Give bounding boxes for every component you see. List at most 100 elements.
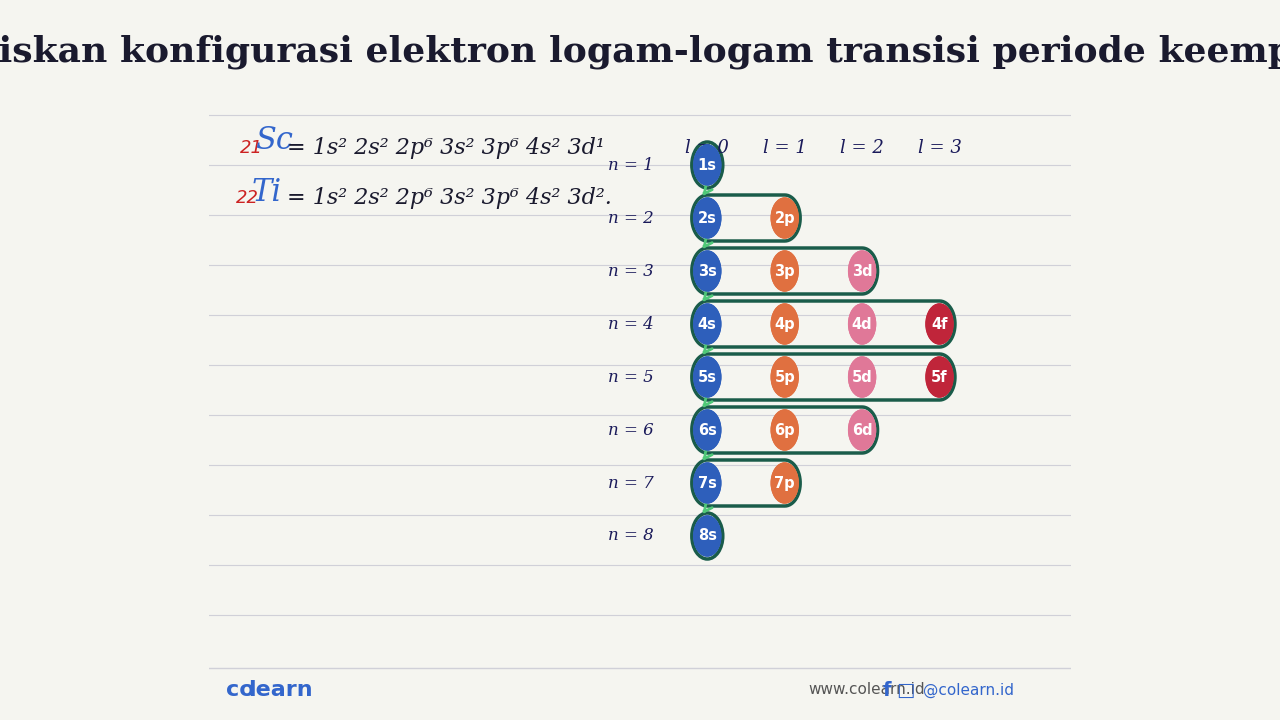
Circle shape <box>694 410 721 450</box>
Circle shape <box>694 463 721 503</box>
Circle shape <box>849 410 876 450</box>
Circle shape <box>694 516 721 556</box>
Text: 5f: 5f <box>931 369 947 384</box>
Circle shape <box>925 304 954 344</box>
Text: 2s: 2s <box>698 210 717 225</box>
Circle shape <box>772 463 799 503</box>
Text: 7p: 7p <box>774 475 795 490</box>
Circle shape <box>772 463 799 503</box>
Circle shape <box>849 410 876 450</box>
Circle shape <box>772 251 799 291</box>
Circle shape <box>925 357 954 397</box>
Circle shape <box>694 145 721 185</box>
Text: l = 3: l = 3 <box>918 139 961 157</box>
Text: 22: 22 <box>237 189 259 207</box>
Text: l = 0: l = 0 <box>685 139 730 157</box>
Text: 4s: 4s <box>698 317 717 331</box>
Text: 4f: 4f <box>931 317 948 331</box>
Text: 2s: 2s <box>698 210 717 225</box>
Circle shape <box>694 251 721 291</box>
Text: 4p: 4p <box>774 317 795 331</box>
Text: 5f: 5f <box>931 369 948 384</box>
Text: Sc: Sc <box>255 125 293 156</box>
Text: l = 2: l = 2 <box>840 139 884 157</box>
Text: Ti: Ti <box>252 176 282 207</box>
Circle shape <box>849 357 876 397</box>
Text: n = 7: n = 7 <box>608 474 654 492</box>
Circle shape <box>772 357 799 397</box>
Circle shape <box>694 251 721 291</box>
Text: 3d: 3d <box>851 264 873 279</box>
Text: 5s: 5s <box>698 369 717 384</box>
Text: n = 6: n = 6 <box>608 421 654 438</box>
Circle shape <box>772 410 799 450</box>
Text: 5d: 5d <box>851 369 873 384</box>
Text: 4p: 4p <box>774 317 795 331</box>
Circle shape <box>849 251 876 291</box>
Circle shape <box>849 304 876 344</box>
Text: @colearn.id: @colearn.id <box>923 683 1014 698</box>
Circle shape <box>772 251 799 291</box>
Text: □: □ <box>896 680 914 700</box>
Circle shape <box>925 304 954 344</box>
Text: 7s: 7s <box>698 475 717 490</box>
Text: 5p: 5p <box>774 369 795 384</box>
Text: learn: learn <box>248 680 312 700</box>
Text: 3d: 3d <box>851 264 873 279</box>
Text: 6d: 6d <box>851 423 873 438</box>
Circle shape <box>772 304 799 344</box>
Circle shape <box>849 357 876 397</box>
Text: n = 8: n = 8 <box>608 528 654 544</box>
Text: 5p: 5p <box>774 369 795 384</box>
Text: = 1s² 2s² 2p⁶ 3s² 3p⁶ 4s² 3d¹: = 1s² 2s² 2p⁶ 3s² 3p⁶ 4s² 3d¹ <box>287 137 604 159</box>
Circle shape <box>694 304 721 344</box>
Text: 5d: 5d <box>851 369 873 384</box>
Text: l = 1: l = 1 <box>763 139 806 157</box>
Text: www.colearn.id: www.colearn.id <box>808 683 925 698</box>
Text: 6p: 6p <box>774 423 795 438</box>
Circle shape <box>694 516 721 556</box>
Text: 4d: 4d <box>851 317 873 331</box>
Text: 3p: 3p <box>774 264 795 279</box>
Text: 6s: 6s <box>698 423 717 438</box>
Circle shape <box>772 410 799 450</box>
Text: n = 4: n = 4 <box>608 315 654 333</box>
Circle shape <box>925 357 954 397</box>
Circle shape <box>694 198 721 238</box>
Text: 4f: 4f <box>932 317 947 331</box>
Circle shape <box>849 251 876 291</box>
Text: co: co <box>227 680 255 700</box>
Circle shape <box>694 463 721 503</box>
Text: 2p: 2p <box>774 210 795 225</box>
Circle shape <box>694 145 721 185</box>
Circle shape <box>694 304 721 344</box>
Text: 6p: 6p <box>774 423 795 438</box>
Text: 8s: 8s <box>698 528 717 544</box>
Circle shape <box>694 410 721 450</box>
Text: 6d: 6d <box>851 423 873 438</box>
Text: 3s: 3s <box>698 264 717 279</box>
Text: = 1s² 2s² 2p⁶ 3s² 3p⁶ 4s² 3d².: = 1s² 2s² 2p⁶ 3s² 3p⁶ 4s² 3d². <box>287 187 612 209</box>
Text: n = 1: n = 1 <box>608 156 654 174</box>
Text: 3p: 3p <box>774 264 795 279</box>
Text: 5s: 5s <box>698 369 717 384</box>
Text: n = 2: n = 2 <box>608 210 654 227</box>
Text: 4s: 4s <box>698 317 717 331</box>
Circle shape <box>772 304 799 344</box>
Text: 7p: 7p <box>774 475 795 490</box>
Circle shape <box>772 357 799 397</box>
Text: 7s: 7s <box>698 475 717 490</box>
Circle shape <box>694 357 721 397</box>
Text: 1s: 1s <box>698 158 717 173</box>
Circle shape <box>694 198 721 238</box>
Text: 1s: 1s <box>698 158 717 173</box>
Text: n = 3: n = 3 <box>608 263 654 279</box>
Circle shape <box>772 198 799 238</box>
Text: 4d: 4d <box>851 317 873 331</box>
Text: Tuliskan konfigurasi elektron logam-logam transisi periode keempat.: Tuliskan konfigurasi elektron logam-loga… <box>0 35 1280 69</box>
Text: 8s: 8s <box>698 528 717 544</box>
Circle shape <box>694 357 721 397</box>
Circle shape <box>772 198 799 238</box>
Text: 21: 21 <box>239 139 262 157</box>
Text: 3s: 3s <box>698 264 717 279</box>
